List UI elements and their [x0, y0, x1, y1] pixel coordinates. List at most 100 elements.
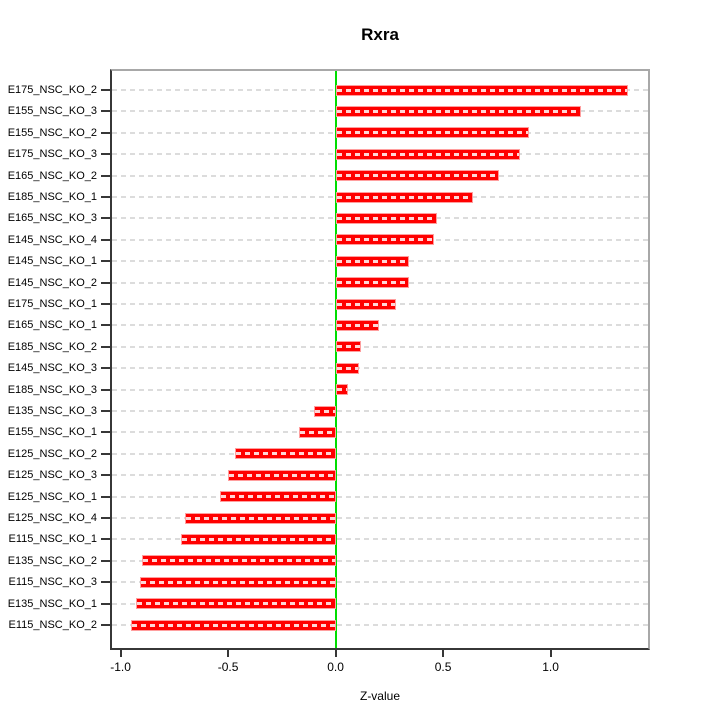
zero-line — [334, 71, 337, 648]
y-axis-label: E185_NSC_KO_2 — [7, 340, 97, 353]
y-axis-label: E145_NSC_KO_2 — [7, 276, 97, 289]
grid-line — [112, 410, 648, 412]
bar — [335, 298, 396, 310]
x-axis-title: Z-value — [359, 689, 400, 703]
grid-line — [112, 474, 648, 477]
y-axis-label: E165_NSC_KO_2 — [7, 169, 97, 182]
grid-line — [112, 431, 648, 434]
y-tick — [101, 452, 110, 455]
y-axis-label: E135_NSC_KO_1 — [7, 597, 97, 610]
y-axis-label: E135_NSC_KO_2 — [7, 554, 97, 567]
y-axis-label: E145_NSC_KO_4 — [7, 233, 97, 246]
y-tick — [101, 367, 110, 370]
grid-line — [112, 345, 648, 348]
grid-line — [112, 495, 648, 498]
grid-line — [112, 581, 648, 584]
x-tick-label: 0.0 — [327, 660, 344, 674]
y-tick — [101, 131, 110, 134]
grid-line — [112, 517, 648, 519]
bar — [335, 234, 435, 246]
y-tick — [101, 559, 110, 562]
y-tick — [101, 324, 110, 327]
bar — [335, 255, 409, 267]
grid-line — [112, 324, 648, 327]
y-tick — [101, 303, 110, 305]
bar — [335, 191, 474, 203]
y-axis-label: E135_NSC_KO_3 — [7, 405, 97, 417]
grid-line — [112, 538, 648, 541]
y-axis-label: E145_NSC_KO_3 — [7, 362, 97, 375]
bar — [219, 491, 336, 503]
y-tick — [101, 345, 110, 348]
y-tick — [101, 281, 110, 284]
y-tick — [101, 217, 110, 220]
grid-line — [112, 388, 648, 391]
y-tick — [101, 538, 110, 541]
y-axis-label: E165_NSC_KO_3 — [7, 212, 97, 225]
y-axis-label: E155_NSC_KO_2 — [7, 126, 97, 139]
grid-line — [112, 452, 648, 455]
y-axis-label: E155_NSC_KO_1 — [7, 426, 97, 439]
y-tick — [101, 602, 110, 605]
y-axis-label: E145_NSC_KO_1 — [7, 255, 97, 268]
bar — [335, 127, 530, 139]
bar — [131, 619, 336, 631]
bar — [234, 448, 336, 460]
bar — [180, 533, 336, 545]
bar — [335, 170, 499, 182]
y-tick — [101, 495, 110, 498]
y-axis-label: E175_NSC_KO_1 — [7, 298, 97, 310]
bar — [335, 341, 362, 353]
y-tick — [101, 410, 110, 412]
y-axis-label: E155_NSC_KO_3 — [7, 105, 97, 118]
bar — [335, 212, 437, 224]
grid-line — [112, 624, 648, 626]
y-axis-label: E115_NSC_KO_2 — [8, 619, 97, 631]
y-axis-label: E115_NSC_KO_1 — [8, 533, 97, 546]
bar — [139, 576, 336, 588]
bar — [135, 598, 336, 610]
grid-line — [112, 559, 648, 562]
bar — [314, 405, 336, 417]
bar — [335, 277, 409, 289]
y-axis-label: E185_NSC_KO_1 — [7, 191, 97, 203]
x-tick-label: 0.5 — [434, 660, 452, 674]
x-tick — [442, 650, 445, 657]
x-tick — [334, 650, 337, 657]
y-axis-label: E115_NSC_KO_3 — [8, 576, 97, 589]
y-tick — [101, 624, 110, 626]
x-tick — [119, 650, 122, 657]
x-tick-label: 1.0 — [542, 660, 559, 674]
bar — [335, 319, 379, 331]
y-tick — [101, 260, 110, 263]
bar — [335, 362, 360, 374]
x-tick — [549, 650, 552, 657]
y-axis-label: E125_NSC_KO_1 — [7, 490, 97, 503]
y-tick — [101, 89, 110, 91]
y-axis-label: E125_NSC_KO_2 — [7, 447, 97, 460]
chart-title: Rxra — [361, 25, 399, 44]
y-axis-label: E175_NSC_KO_3 — [7, 148, 97, 161]
bar — [335, 384, 349, 396]
y-tick — [101, 581, 110, 584]
plot-area — [110, 69, 650, 650]
bar — [335, 105, 581, 117]
y-axis-label: E125_NSC_KO_4 — [7, 512, 97, 524]
x-tick-label: -1.0 — [110, 660, 131, 674]
y-tick — [101, 174, 110, 177]
y-tick — [101, 388, 110, 391]
y-axis-label: E185_NSC_KO_3 — [7, 383, 97, 396]
y-tick — [101, 196, 110, 198]
x-tick-label: -0.5 — [217, 660, 239, 674]
y-axis-label: E125_NSC_KO_3 — [7, 469, 97, 482]
y-tick — [101, 474, 110, 477]
y-tick — [101, 431, 110, 434]
grid-line — [112, 367, 648, 370]
y-axis-label: E175_NSC_KO_2 — [7, 84, 97, 96]
grid-line — [112, 602, 648, 605]
y-tick — [101, 517, 110, 519]
bar — [142, 555, 336, 567]
y-axis-label: E165_NSC_KO_1 — [7, 319, 97, 332]
x-tick — [227, 650, 230, 657]
